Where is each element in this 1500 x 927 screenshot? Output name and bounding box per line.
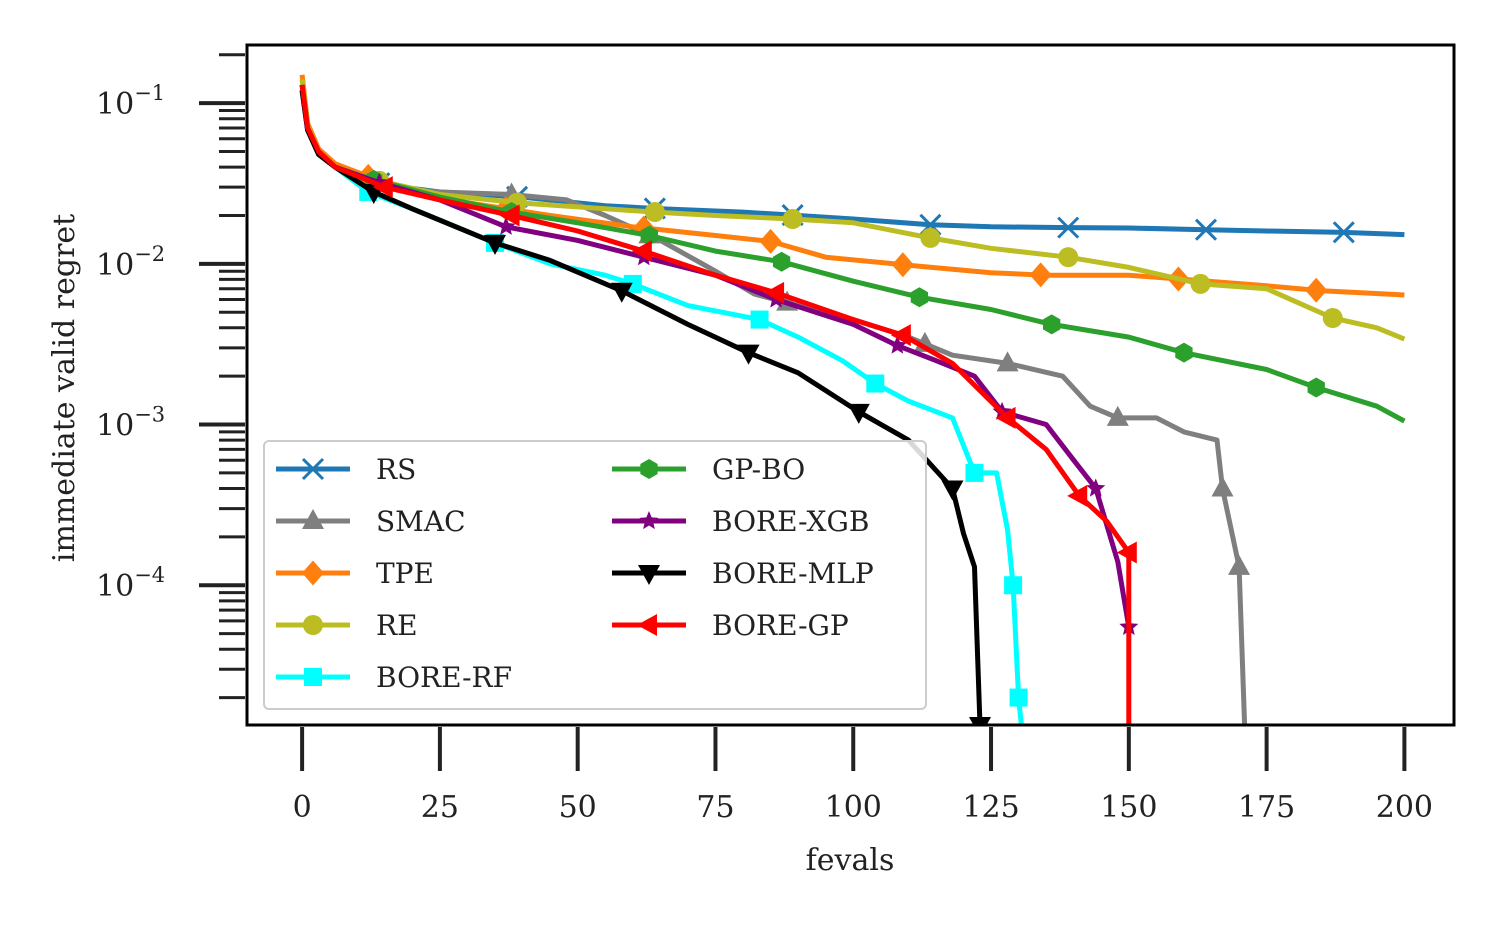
series-rs [299, 84, 1405, 244]
x-tick-label: 175 [1238, 790, 1295, 825]
legend-label: GP-BO [712, 453, 805, 486]
legend-marker [304, 668, 322, 686]
series-marker [1305, 277, 1328, 303]
series-marker [847, 403, 870, 424]
legend-label: BORE-RF [376, 661, 512, 694]
y-axis-title: immediate valid regret [47, 214, 82, 563]
series-marker [1029, 262, 1052, 288]
legend-item: BORE-MLP [612, 557, 874, 590]
x-tick-label: 0 [293, 790, 312, 825]
series-marker [1067, 484, 1088, 507]
x-tick-label: 200 [1376, 790, 1433, 825]
y-tick-label: 10−2 [96, 242, 165, 283]
plot-frame [245, 43, 1456, 727]
y-tick-label: 10−3 [96, 403, 165, 444]
series-marker [1228, 554, 1251, 575]
legend-label: BORE-GP [712, 609, 849, 642]
series-marker [610, 282, 633, 303]
series-marker [1175, 342, 1193, 363]
series-marker [631, 240, 652, 263]
series-marker [1106, 405, 1129, 426]
series-marker [1194, 218, 1218, 241]
legend-marker [302, 509, 324, 529]
legend-label: RE [376, 609, 418, 642]
y-tick-label: 10−1 [96, 81, 165, 122]
legend-marker [302, 560, 324, 586]
x-tick-label: 50 [559, 790, 597, 825]
series-marker [920, 227, 941, 248]
series-marker [1058, 247, 1079, 268]
legend: RS SMAC TPE RE BORE-RF GP-BO BORE-XGB BORE-MLP B… [263, 440, 927, 710]
series-marker [1004, 576, 1023, 595]
series-marker [764, 281, 785, 304]
series-marker [891, 252, 914, 278]
legend-label: RS [376, 453, 416, 486]
series-marker [1009, 688, 1028, 707]
y-axis: 10−1 10−2 10−3 10−4 [96, 53, 245, 700]
x-axis-title: fevals [806, 843, 895, 878]
legend-marker [639, 511, 659, 530]
series-marker [1190, 273, 1211, 294]
y-tick-label: 10−4 [96, 563, 165, 604]
series-marker [910, 287, 929, 308]
series-marker [1116, 541, 1137, 564]
legend-item: TPE [276, 557, 434, 590]
series-marker [965, 463, 984, 482]
x-tick-label: 125 [962, 790, 1019, 825]
series-marker [1307, 377, 1325, 398]
series-marker [772, 251, 791, 272]
legend-label: SMAC [376, 505, 466, 538]
series-marker [890, 324, 911, 347]
series-line [299, 74, 1405, 298]
series-marker [1211, 476, 1234, 497]
legend-box [263, 440, 927, 710]
legend-item: RS [276, 453, 416, 486]
legend-marker [638, 565, 660, 585]
series-marker [750, 310, 769, 329]
series-marker [1322, 308, 1343, 329]
legend-marker [640, 459, 658, 479]
series-marker [737, 344, 760, 365]
plot-area [299, 74, 1406, 725]
legend-label: BORE-XGB [712, 505, 869, 538]
x-tick-label: 100 [825, 790, 882, 825]
legend-item: BORE-GP [612, 609, 849, 642]
x-tick-label: 150 [1100, 790, 1157, 825]
legend-label: TPE [376, 557, 434, 590]
x-tick-label: 25 [421, 790, 459, 825]
series-marker [866, 374, 885, 393]
x-tick-label: 75 [696, 790, 734, 825]
series-marker [644, 202, 665, 223]
series-marker [496, 216, 516, 235]
series-marker [941, 480, 964, 501]
legend-item: BORE-XGB [612, 505, 869, 538]
series-marker [499, 204, 520, 227]
legend-item: SMAC [276, 505, 466, 538]
series-line [299, 84, 1132, 725]
series-marker [1057, 216, 1080, 239]
legend-item: GP-BO [612, 453, 805, 486]
legend-item: RE [276, 609, 418, 642]
series-marker [640, 225, 658, 246]
series-marker [484, 234, 507, 255]
series-marker [372, 176, 393, 199]
series-marker [1086, 478, 1106, 497]
series-marker [782, 209, 803, 230]
legend-marker [301, 457, 325, 481]
series-bore-gp [299, 84, 1137, 725]
legend-item: BORE-RF [276, 661, 512, 694]
series-tpe [299, 74, 1405, 303]
series-marker [1332, 221, 1355, 244]
series-marker [996, 351, 1019, 372]
series-marker [1043, 314, 1061, 335]
series-marker [887, 335, 907, 354]
legend-label: BORE-MLP [712, 557, 874, 590]
series-marker [995, 406, 1016, 429]
x-axis: 0 25 50 75 100 125 150 175 200 [293, 727, 1433, 825]
series-marker [969, 717, 992, 725]
legend-marker [303, 615, 323, 635]
legend-marker [637, 614, 657, 636]
series-marker [759, 228, 782, 254]
